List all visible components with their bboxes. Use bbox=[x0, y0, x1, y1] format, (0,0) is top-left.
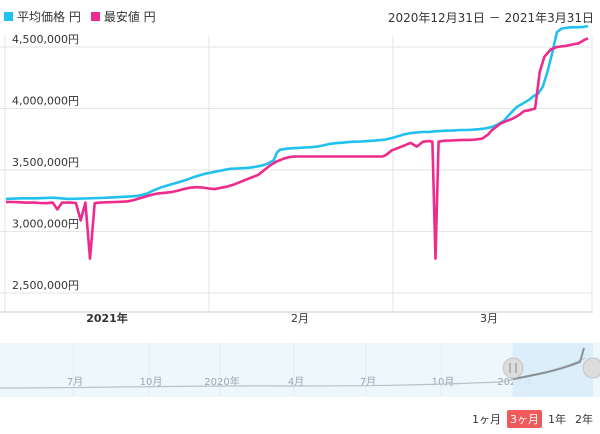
navigator-label: 4月 bbox=[288, 376, 304, 388]
min-swatch bbox=[90, 12, 100, 21]
y-tick-label: 3,000,000円 bbox=[12, 218, 79, 231]
navigator-label: 10月 bbox=[432, 376, 455, 388]
range-button[interactable]: 1年 bbox=[548, 413, 566, 426]
navigator-right-handle[interactable] bbox=[582, 357, 600, 379]
legend: 平均価格 円 最安値 円 bbox=[4, 8, 166, 25]
navigator-selected-trend bbox=[512, 347, 585, 380]
range-button[interactable]: 3ヶ月 bbox=[507, 410, 542, 428]
date-range-label: 2020年12月31日 － 2021年3月31日 bbox=[387, 11, 594, 25]
y-tick-label: 4,500,000円 bbox=[12, 33, 79, 46]
legend-min-label: 最安値 円 bbox=[103, 10, 156, 24]
y-tick-label: 3,500,000円 bbox=[12, 156, 79, 169]
y-tick-label: 2,500,000円 bbox=[12, 279, 79, 292]
x-tick-label: 3月 bbox=[480, 312, 498, 325]
avg-swatch bbox=[4, 12, 13, 21]
legend-item-avg[interactable]: 平均価格 円 bbox=[4, 8, 81, 25]
navigator-right-handle-knob bbox=[582, 357, 600, 379]
series-line-min bbox=[6, 37, 589, 260]
legend-avg-label: 平均価格 円 bbox=[17, 10, 81, 24]
navigator-label: 7月 bbox=[67, 376, 83, 388]
x-tick-label: 2021年 bbox=[86, 311, 128, 325]
navigator-label: 10月 bbox=[140, 376, 163, 388]
y-tick-label: 4,000,000円 bbox=[12, 95, 79, 108]
legend-item-min[interactable]: 最安値 円 bbox=[90, 8, 156, 25]
series-line-avg bbox=[5, 24, 589, 201]
navigator-label: 2020年 bbox=[204, 375, 239, 388]
range-selector: 1ヶ月 3ヶ月 1年 2年 bbox=[466, 410, 596, 428]
navigator-left-handle-knob bbox=[502, 357, 524, 379]
navigator-left-handle[interactable] bbox=[502, 357, 524, 379]
range-button[interactable]: 2年 bbox=[575, 413, 593, 426]
navigator-background bbox=[0, 343, 600, 397]
range-button[interactable]: 1ヶ月 bbox=[472, 413, 501, 426]
x-tick-label: 2月 bbox=[291, 312, 309, 325]
